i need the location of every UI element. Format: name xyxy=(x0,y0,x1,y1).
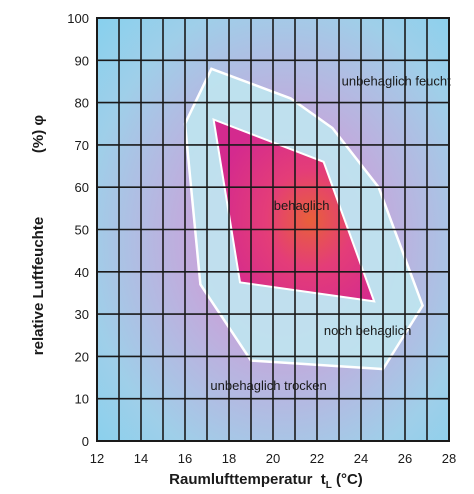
y-axis-title-text: relative Luftfeuchte xyxy=(30,217,47,355)
y-tick-label: 70 xyxy=(75,138,89,153)
region-label: unbehaglich feucht xyxy=(342,73,452,88)
y-tick-label: 50 xyxy=(75,223,89,238)
y-tick-label: 0 xyxy=(82,434,89,449)
region-label: unbehaglich trocken xyxy=(210,378,326,393)
y-tick-label: 40 xyxy=(75,265,89,280)
y-axis-title: relative Luftfeuchte (%) φ xyxy=(30,115,47,356)
y-tick-label: 100 xyxy=(67,11,89,26)
region-label: behaglich xyxy=(274,198,330,213)
y-tick-label: 30 xyxy=(75,307,89,322)
y-tick-labels: 0 10 20 30 40 50 60 70 80 90 100 xyxy=(67,11,89,449)
x-tick-label: 28 xyxy=(442,451,456,466)
y-axis-unit: (%) φ xyxy=(30,115,47,153)
y-tick-label: 10 xyxy=(75,392,89,407)
x-tick-label: 20 xyxy=(266,451,280,466)
x-tick-label: 26 xyxy=(398,451,412,466)
x-tick-label: 12 xyxy=(90,451,104,466)
grid-lines xyxy=(96,17,450,442)
x-tick-label: 22 xyxy=(310,451,324,466)
y-tick-label: 60 xyxy=(75,180,89,195)
y-tick-label: 90 xyxy=(75,53,89,68)
y-tick-label: 80 xyxy=(75,96,89,111)
region-label: noch behaglich xyxy=(324,323,411,338)
x-axis-title: Raumlufttemperatur tL (°C) xyxy=(169,471,363,491)
region-labels: unbehaglich feucht behaglich noch behaglic… xyxy=(210,73,451,393)
x-tick-label: 18 xyxy=(222,451,236,466)
plot-frame xyxy=(96,17,450,442)
behaglich-zone xyxy=(212,117,376,303)
y-tick-label: 20 xyxy=(75,349,89,364)
x-tick-label: 24 xyxy=(354,451,368,466)
x-tick-labels: 12 14 16 18 20 22 24 26 28 xyxy=(90,451,456,466)
x-tick-label: 16 xyxy=(178,451,192,466)
x-tick-label: 14 xyxy=(134,451,148,466)
